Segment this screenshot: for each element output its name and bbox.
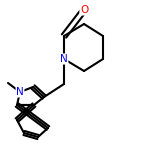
Text: N: N [60,54,68,64]
Text: N: N [16,87,24,97]
Text: O: O [80,5,88,15]
